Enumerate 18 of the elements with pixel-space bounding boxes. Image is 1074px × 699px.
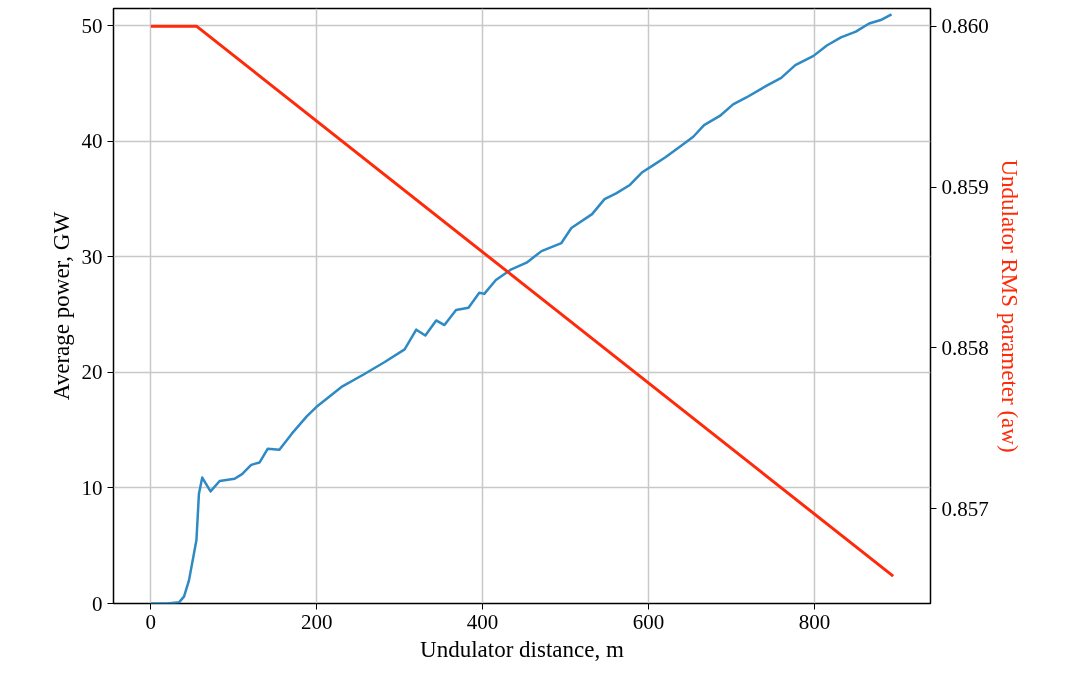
y-tick-label: 0 xyxy=(92,591,103,616)
y-tick-label: 30 xyxy=(81,244,103,269)
x-axis-title: Undulator distance, m xyxy=(420,636,624,662)
y-tick-label: 20 xyxy=(81,360,103,385)
y2-axis-title: Undulator RMS parameter (aw) xyxy=(996,159,1022,453)
y2-tick-label: 0.860 xyxy=(941,14,989,39)
x-tick-label: 800 xyxy=(798,609,831,634)
y-axis-title: Average power, GW xyxy=(48,211,74,401)
y-tick-label: 10 xyxy=(81,475,103,500)
x-tick-label: 400 xyxy=(466,609,499,634)
y-tick-label: 40 xyxy=(81,129,103,154)
x-tick-label: 600 xyxy=(632,609,665,634)
y2-tick-label: 0.857 xyxy=(941,496,989,521)
y2-tick-label: 0.858 xyxy=(941,335,989,360)
y2-tick-label: 0.859 xyxy=(941,175,989,199)
x-tick-label: 200 xyxy=(300,609,333,634)
y-tick-label: 50 xyxy=(81,13,103,38)
x-tick-label: 0 xyxy=(145,609,157,634)
